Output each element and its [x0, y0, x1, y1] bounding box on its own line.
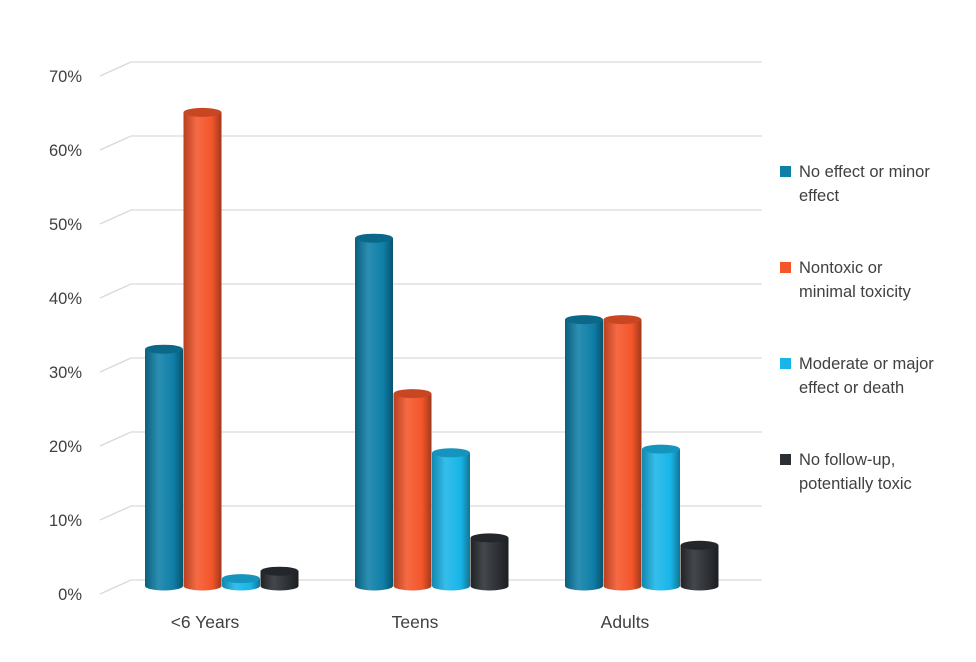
legend-item: No effect or minor effect: [780, 160, 970, 256]
gridline: [99, 209, 762, 225]
y-tick-label: 60%: [49, 142, 82, 160]
y-tick-label: 40%: [49, 290, 82, 308]
bar: [470, 533, 509, 591]
legend-label: Moderate or major effect or death: [799, 355, 934, 397]
bar: [393, 389, 432, 591]
gridline: [99, 61, 762, 77]
bar: [565, 315, 603, 591]
y-tick-label: 10%: [49, 512, 82, 530]
legend-swatch: [780, 454, 791, 465]
bars: [145, 107, 719, 591]
bar: [355, 233, 393, 591]
legend-label: No effect or minor effect: [799, 163, 930, 205]
y-axis-ticks: 0% 10% 20% 30% 40% 50% 60% 70%: [49, 68, 82, 604]
y-tick-label: 30%: [49, 364, 82, 382]
legend-swatch: [780, 358, 791, 369]
gridline: [99, 505, 762, 521]
bar: [603, 315, 642, 591]
gridline: [99, 579, 762, 595]
gridline: [99, 431, 762, 447]
legend-swatch: [780, 262, 791, 273]
legend-swatch: [780, 166, 791, 177]
legend: No effect or minor effect Nontoxic or mini…: [780, 160, 970, 544]
bar: [432, 448, 470, 591]
legend-label: Nontoxic or minimal toxicity: [799, 259, 911, 301]
bar: [642, 444, 680, 591]
bar: [222, 574, 260, 591]
legend-item: Moderate or major effect or death: [780, 352, 970, 448]
x-tick-label: Teens: [392, 612, 439, 632]
bar: [183, 107, 222, 591]
y-tick-label: 20%: [49, 438, 82, 456]
gridline: [99, 357, 762, 373]
bar: [260, 566, 299, 591]
bar: [680, 540, 719, 591]
y-tick-label: 0%: [58, 586, 82, 604]
x-tick-label: <6 Years: [171, 612, 240, 632]
y-tick-label: 50%: [49, 216, 82, 234]
bar: [145, 344, 183, 591]
x-axis-ticks: <6 Years Teens Adults: [171, 612, 650, 632]
gridline: [99, 135, 762, 151]
legend-item: Nontoxic or minimal toxicity: [780, 256, 970, 352]
legend-label: No follow-up, potentially toxic: [799, 451, 912, 493]
gridlines: [99, 61, 762, 595]
gridline: [99, 283, 762, 299]
y-tick-label: 70%: [49, 68, 82, 86]
legend-item: No follow-up, potentially toxic: [780, 448, 970, 544]
x-tick-label: Adults: [601, 612, 650, 632]
